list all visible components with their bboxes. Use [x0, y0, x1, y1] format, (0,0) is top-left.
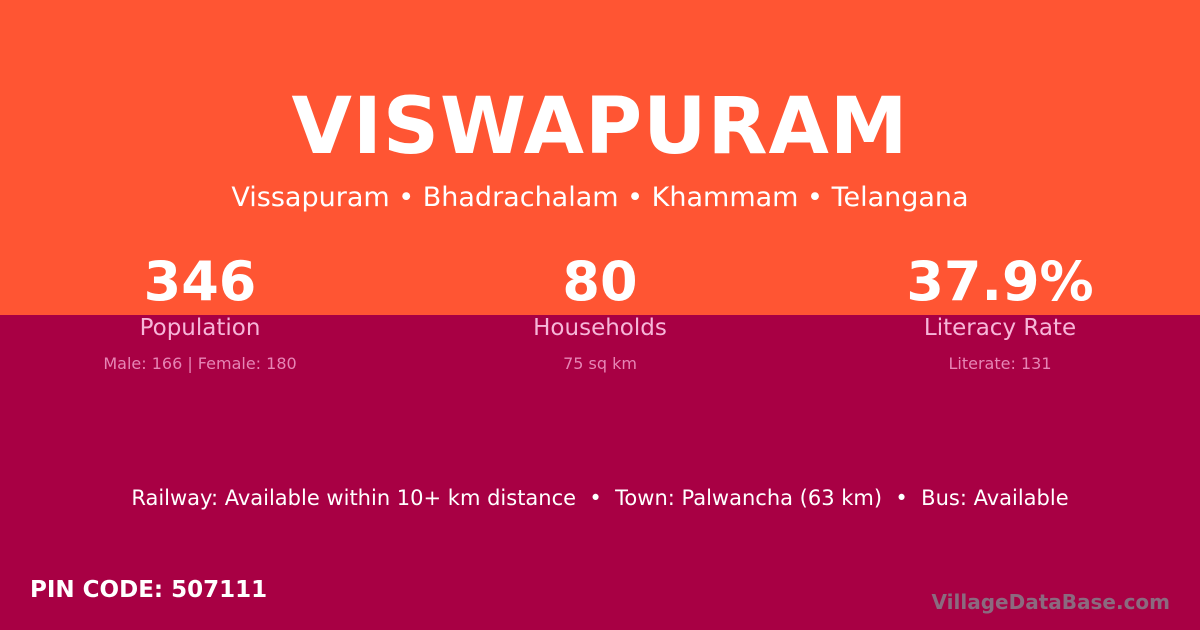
stat-value: 37.9% — [906, 250, 1094, 313]
stat-detail: Literate: 131 — [948, 354, 1052, 373]
stat-label: Households — [533, 315, 667, 341]
header-band — [0, 0, 1200, 315]
connectivity-info: Railway: Available within 10+ km distanc… — [131, 486, 1069, 510]
stat-value: 346 — [143, 250, 257, 313]
brand-watermark: VillageDataBase.com — [931, 590, 1170, 614]
stat-value: 80 — [562, 250, 638, 313]
pin-code: PIN CODE: 507111 — [30, 577, 268, 603]
location-breadcrumb: Vissapuram • Bhadrachalam • Khammam • Te… — [231, 182, 969, 213]
village-title: VISWAPURAM — [291, 82, 909, 172]
stat-label: Literacy Rate — [923, 315, 1077, 341]
stat-detail: 75 sq km — [563, 354, 637, 373]
stat-label: Population — [139, 315, 261, 341]
stat-detail: Male: 166 | Female: 180 — [103, 354, 297, 373]
